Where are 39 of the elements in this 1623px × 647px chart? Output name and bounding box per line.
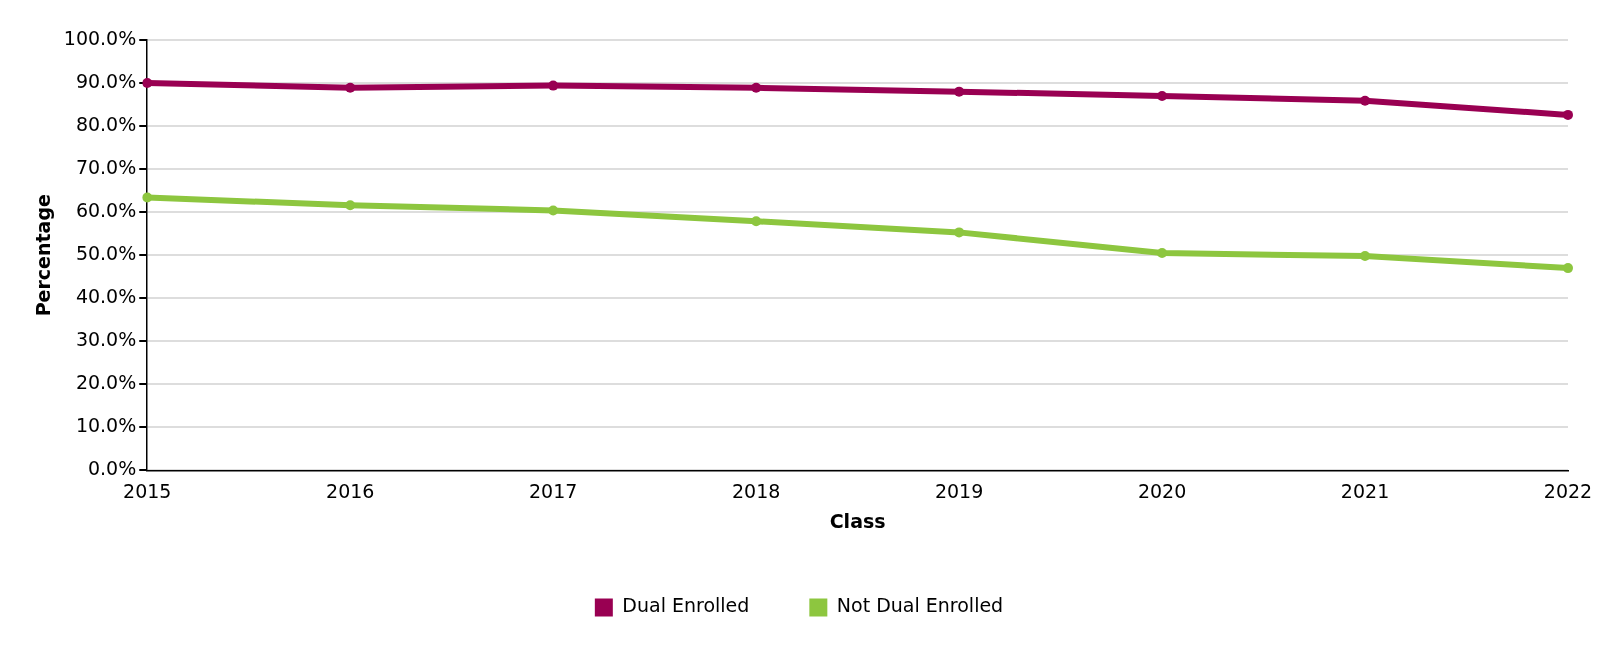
x-tick-label: 2017: [529, 479, 578, 502]
point: [345, 200, 356, 211]
point: [751, 82, 762, 93]
point: [345, 82, 356, 93]
point: [1157, 90, 1168, 101]
y-tick-label: 100.0%: [63, 26, 137, 49]
y-tick-label: 90.0%: [75, 69, 137, 92]
y-tick-label: 40.0%: [75, 285, 137, 308]
x-tick-label: 2021: [1340, 479, 1390, 502]
point: [1360, 95, 1371, 106]
y-tick-label: 10.0%: [75, 414, 137, 437]
y-axis-title: Percentage: [32, 194, 55, 317]
x-tick-label: 2018: [731, 479, 781, 502]
point: [954, 227, 965, 238]
legend-label: Not Dual Enrolled: [836, 594, 1004, 617]
point: [548, 80, 559, 91]
x-tick-label: 2022: [1543, 479, 1593, 502]
y-tick-label: 0.0%: [87, 457, 137, 480]
point: [954, 86, 965, 97]
point: [548, 205, 559, 216]
point: [1157, 248, 1168, 259]
y-tick-label: 20.0%: [75, 371, 137, 394]
y-tick-label: 80.0%: [75, 113, 137, 136]
x-tick-label: 2016: [326, 479, 375, 502]
y-tick-label: 50.0%: [75, 242, 137, 265]
point: [1563, 263, 1573, 274]
y-tick-label: 70.0%: [75, 156, 137, 179]
point: [142, 78, 153, 89]
y-tick-label: 30.0%: [75, 328, 137, 351]
x-tick-label: 2020: [1137, 479, 1187, 502]
y-tick-label: 60.0%: [75, 199, 137, 222]
x-tick-label: 2019: [934, 479, 984, 502]
point: [1360, 251, 1371, 262]
point: [1563, 109, 1573, 120]
point: [751, 216, 762, 227]
legend-label: Dual Enrolled: [622, 594, 750, 617]
point: [142, 192, 153, 203]
x-axis-title: Class: [829, 509, 886, 532]
x-tick-label: 2015: [123, 479, 172, 502]
